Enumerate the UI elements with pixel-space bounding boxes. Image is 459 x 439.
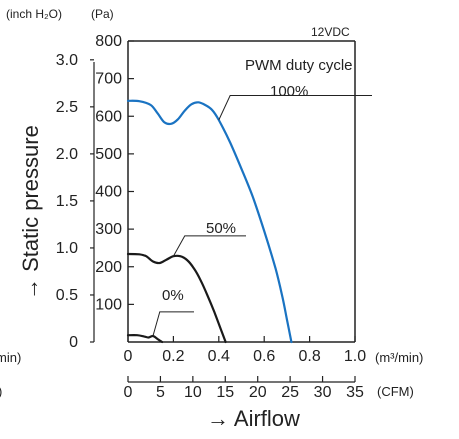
leader-100pct [218,95,372,121]
y-pa-unit-label: (Pa) [91,7,114,21]
ticks-layer: 10020030040050060070080000.51.01.52.02.5… [56,33,366,401]
x-axis-title: → Airflow [207,406,300,431]
y-pa-tick-label: 300 [95,221,122,238]
x-m3-tick-label: 0.8 [298,348,320,365]
x-cfm-tick-label: 15 [216,384,234,401]
x-cfm-tick-label: 30 [314,384,332,401]
y-pa-tick-label: 100 [95,296,122,313]
y-axis-title: → Static pressure [18,125,43,300]
annotation-12vdc: 12VDC [311,25,350,39]
y-pa-tick-label: 600 [95,108,122,125]
x-m3-unit-label: (m³/min) [375,350,423,365]
clipped-left-label-2: ) [0,384,2,399]
x-cfm-tick-label: 5 [156,384,165,401]
y-pa-tick-label: 200 [95,259,122,276]
y-inch-tick-label: 1.5 [56,193,78,210]
y-inch-tick-label: 0.5 [56,287,78,304]
x-cfm-unit-label: (CFM) [377,384,414,399]
clipped-left-label-1: min) [0,350,21,365]
x-cfm-tick-label: 25 [281,384,299,401]
series-label-50pct: 50% [206,220,236,237]
y-pa-tick-label: 500 [95,146,122,163]
y-inch-tick-label: 2.5 [56,99,78,116]
y-pa-tick-label: 400 [95,184,122,201]
y-inch-tick-label: 1.0 [56,240,78,257]
series-line-100pct [126,99,293,344]
series-label-100pct: 100% [270,83,308,100]
series-line-0pct [126,334,164,344]
y-inch-unit-label: (inch H₂O) [6,7,62,21]
x-cfm-tick-label: 0 [124,384,133,401]
y-pa-tick-label: 700 [95,71,122,88]
leader-50pct [172,235,246,257]
series-layer [126,99,293,344]
x-m3-tick-label: 0.6 [253,348,275,365]
x-m3-tick-label: 0.4 [208,348,230,365]
y-pa-tick-label: 800 [95,33,122,50]
x-m3-tick-label: 0 [124,348,133,365]
x-cfm-tick-label: 10 [184,384,202,401]
x-cfm-tick-label: 20 [249,384,267,401]
series-label-0pct: 0% [162,287,184,304]
leader-0pct [152,311,194,337]
series-line-50pct [126,252,227,344]
x-m3-tick-label: 1.0 [344,348,366,365]
legend-title: PWM duty cycle [245,57,353,74]
y-inch-tick-label: 0 [69,334,78,351]
x-cfm-tick-label: 35 [346,384,364,401]
labels-layer: 100% 50% 0% [152,83,372,337]
y-inch-tick-label: 2.0 [56,146,78,163]
y-inch-tick-label: 3.0 [56,52,78,69]
x-m3-tick-label: 0.2 [162,348,184,365]
